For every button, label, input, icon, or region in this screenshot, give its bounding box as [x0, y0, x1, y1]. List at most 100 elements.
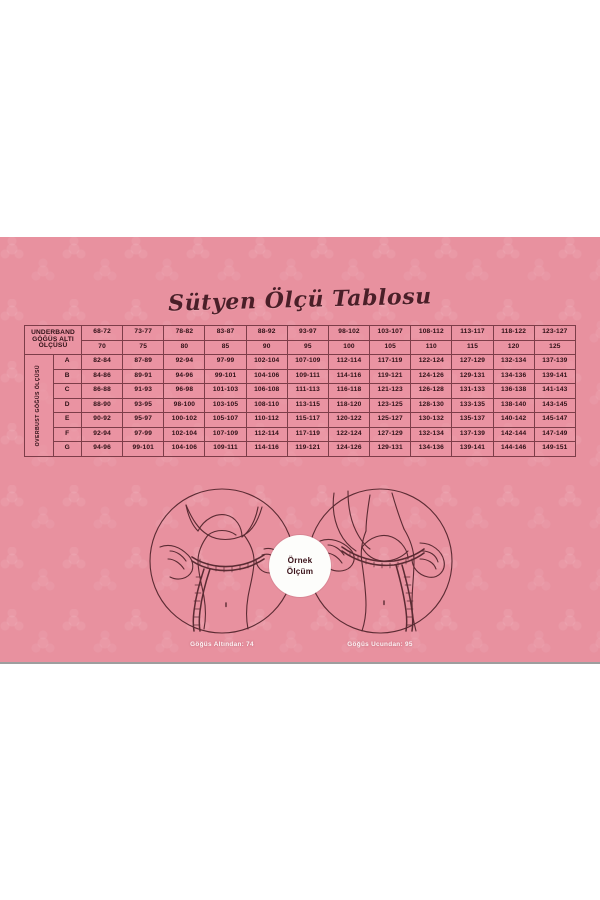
table-row: D 88-90 93-95 98-100 103-105 108-110 113… — [25, 397, 577, 413]
underband-header-line-2: GÖĞÜS ALTI — [32, 335, 74, 343]
measure-cell: 93-95 — [122, 397, 165, 413]
measure-cell: 144-146 — [492, 441, 535, 457]
measure-cell: 87-89 — [122, 354, 165, 370]
overbust-caption: Göğüs Ucundan: 95 — [347, 641, 413, 648]
underband-header-line-1: UNDERBAND — [31, 328, 75, 336]
measure-cell: 82-84 — [80, 354, 124, 370]
measure-cell: 102-104 — [163, 426, 206, 442]
measure-cell: 96-98 — [163, 383, 206, 399]
measure-cell: 138-140 — [492, 397, 535, 413]
measure-cell: 137-139 — [451, 426, 494, 442]
measure-cell: 92-94 — [80, 426, 124, 442]
measure-cell: 149-151 — [533, 441, 577, 457]
measure-cell: 134-136 — [410, 441, 453, 457]
measure-cell: 97-99 — [122, 426, 165, 442]
measure-cell: 114-116 — [327, 368, 371, 384]
band-size-cell: 90 — [245, 339, 288, 355]
band-range-cell: 108-112 — [410, 325, 453, 341]
measure-cell: 95-97 — [122, 412, 165, 428]
underbust-caption: Göğüs Altından: 74 — [190, 641, 254, 648]
underband-header-line-3: ÖLÇÜSÜ — [38, 342, 68, 350]
band-size-cell: 100 — [327, 339, 371, 355]
measure-cell: 91-93 — [122, 383, 165, 399]
measure-cell: 111-113 — [286, 383, 329, 399]
measure-cell: 136-138 — [492, 383, 535, 399]
measure-cell: 102-104 — [245, 354, 288, 370]
overbust-measure-illustration — [304, 485, 456, 637]
measure-cell: 122-124 — [410, 354, 453, 370]
measure-cell: 107-109 — [286, 354, 329, 370]
measure-cell: 114-116 — [245, 441, 288, 457]
measure-cell: 143-145 — [533, 397, 577, 413]
band-range-cell: 88-92 — [245, 325, 288, 341]
cup-label-cell: E — [52, 412, 82, 428]
band-range-cell: 93-97 — [286, 325, 329, 341]
bra-size-chart-poster: Sütyen Ölçü Tablosu UNDERBAND GÖĞÜS ALTI… — [0, 237, 600, 664]
measure-cell: 113-115 — [286, 397, 329, 413]
table-row: F 92-94 97-99 102-104 107-109 112-114 11… — [25, 426, 577, 442]
measure-cell: 116-118 — [327, 383, 371, 399]
band-size-cell: 120 — [492, 339, 535, 355]
band-size-cell: 95 — [286, 339, 329, 355]
measure-cell: 120-122 — [327, 412, 371, 428]
measure-cell: 134-136 — [492, 368, 535, 384]
measure-cell: 118-120 — [327, 397, 371, 413]
badge-line-2: Ölçüm — [286, 567, 314, 576]
measure-cell: 142-144 — [492, 426, 535, 442]
overbust-header-cell: OVERBUST GÖĞÜS ÖLÇÜSÜ — [24, 354, 54, 457]
measure-cell: 99-101 — [204, 368, 247, 384]
band-size-cell: 110 — [410, 339, 453, 355]
measure-cell: 133-135 — [451, 397, 494, 413]
band-range-cell: 118-122 — [492, 325, 535, 341]
measure-cell: 94-96 — [80, 441, 124, 457]
measure-cell: 137-139 — [533, 354, 577, 370]
band-size-cell: 75 — [122, 339, 165, 355]
measure-cell: 119-121 — [286, 441, 329, 457]
measure-cell: 132-134 — [492, 354, 535, 370]
measure-cell: 106-108 — [245, 383, 288, 399]
overbust-header-label: OVERBUST GÖĞÜS ÖLÇÜSÜ — [35, 364, 42, 446]
cup-label-cell: B — [52, 368, 82, 384]
measure-cell: 131-133 — [451, 383, 494, 399]
cup-label-cell: C — [52, 383, 82, 399]
band-size-cell: 70 — [80, 339, 124, 355]
badge-line-1: Örnek — [287, 555, 313, 565]
measure-cell: 117-119 — [286, 426, 329, 442]
measure-cell: 124-126 — [327, 441, 371, 457]
measure-cell: 129-131 — [451, 368, 494, 384]
measure-cell: 84-86 — [80, 368, 124, 384]
cup-label-cell: D — [52, 397, 82, 413]
measure-cell: 109-111 — [286, 368, 329, 384]
table-row: B 84-86 89-91 94-96 99-101 104-106 109-1… — [25, 368, 577, 384]
measure-cell: 99-101 — [122, 441, 165, 457]
measure-cell: 89-91 — [122, 368, 165, 384]
measure-cell: 125-127 — [369, 412, 412, 428]
measure-cell: 135-137 — [451, 412, 494, 428]
underband-header-cell: UNDERBAND GÖĞÜS ALTI ÖLÇÜSÜ — [24, 325, 82, 355]
measure-cell: 115-117 — [286, 412, 329, 428]
measure-cell: 104-106 — [163, 441, 206, 457]
band-range-cell: 123-127 — [533, 325, 577, 341]
page-title: Sütyen Ölçü Tablosu — [167, 283, 433, 317]
measure-cell: 112-114 — [327, 354, 371, 370]
measure-cell: 126-128 — [410, 383, 453, 399]
measure-cell: 128-130 — [410, 397, 453, 413]
table-row: G 94-96 99-101 104-106 109-111 114-116 1… — [25, 441, 577, 457]
measure-cell: 127-129 — [451, 354, 494, 370]
band-size-cell: 125 — [533, 339, 577, 355]
measure-cell: 139-141 — [451, 441, 494, 457]
band-range-cell: 98-102 — [327, 325, 371, 341]
band-size-cell: 105 — [369, 339, 412, 355]
bra-size-table: UNDERBAND GÖĞÜS ALTI ÖLÇÜSÜ 68-72 73-77 … — [24, 325, 577, 457]
measure-cell: 90-92 — [80, 412, 124, 428]
measure-cell: 124-126 — [410, 368, 453, 384]
band-range-cell: 103-107 — [369, 325, 412, 341]
band-range-cell: 78-82 — [163, 325, 206, 341]
measure-cell: 86-88 — [80, 383, 124, 399]
band-size-cell: 80 — [163, 339, 206, 355]
cup-label-cell: G — [52, 441, 82, 457]
measure-cell: 141-143 — [533, 383, 577, 399]
band-size-cell: 115 — [451, 339, 494, 355]
measure-cell: 121-123 — [369, 383, 412, 399]
band-range-cell: 113-117 — [451, 325, 494, 341]
